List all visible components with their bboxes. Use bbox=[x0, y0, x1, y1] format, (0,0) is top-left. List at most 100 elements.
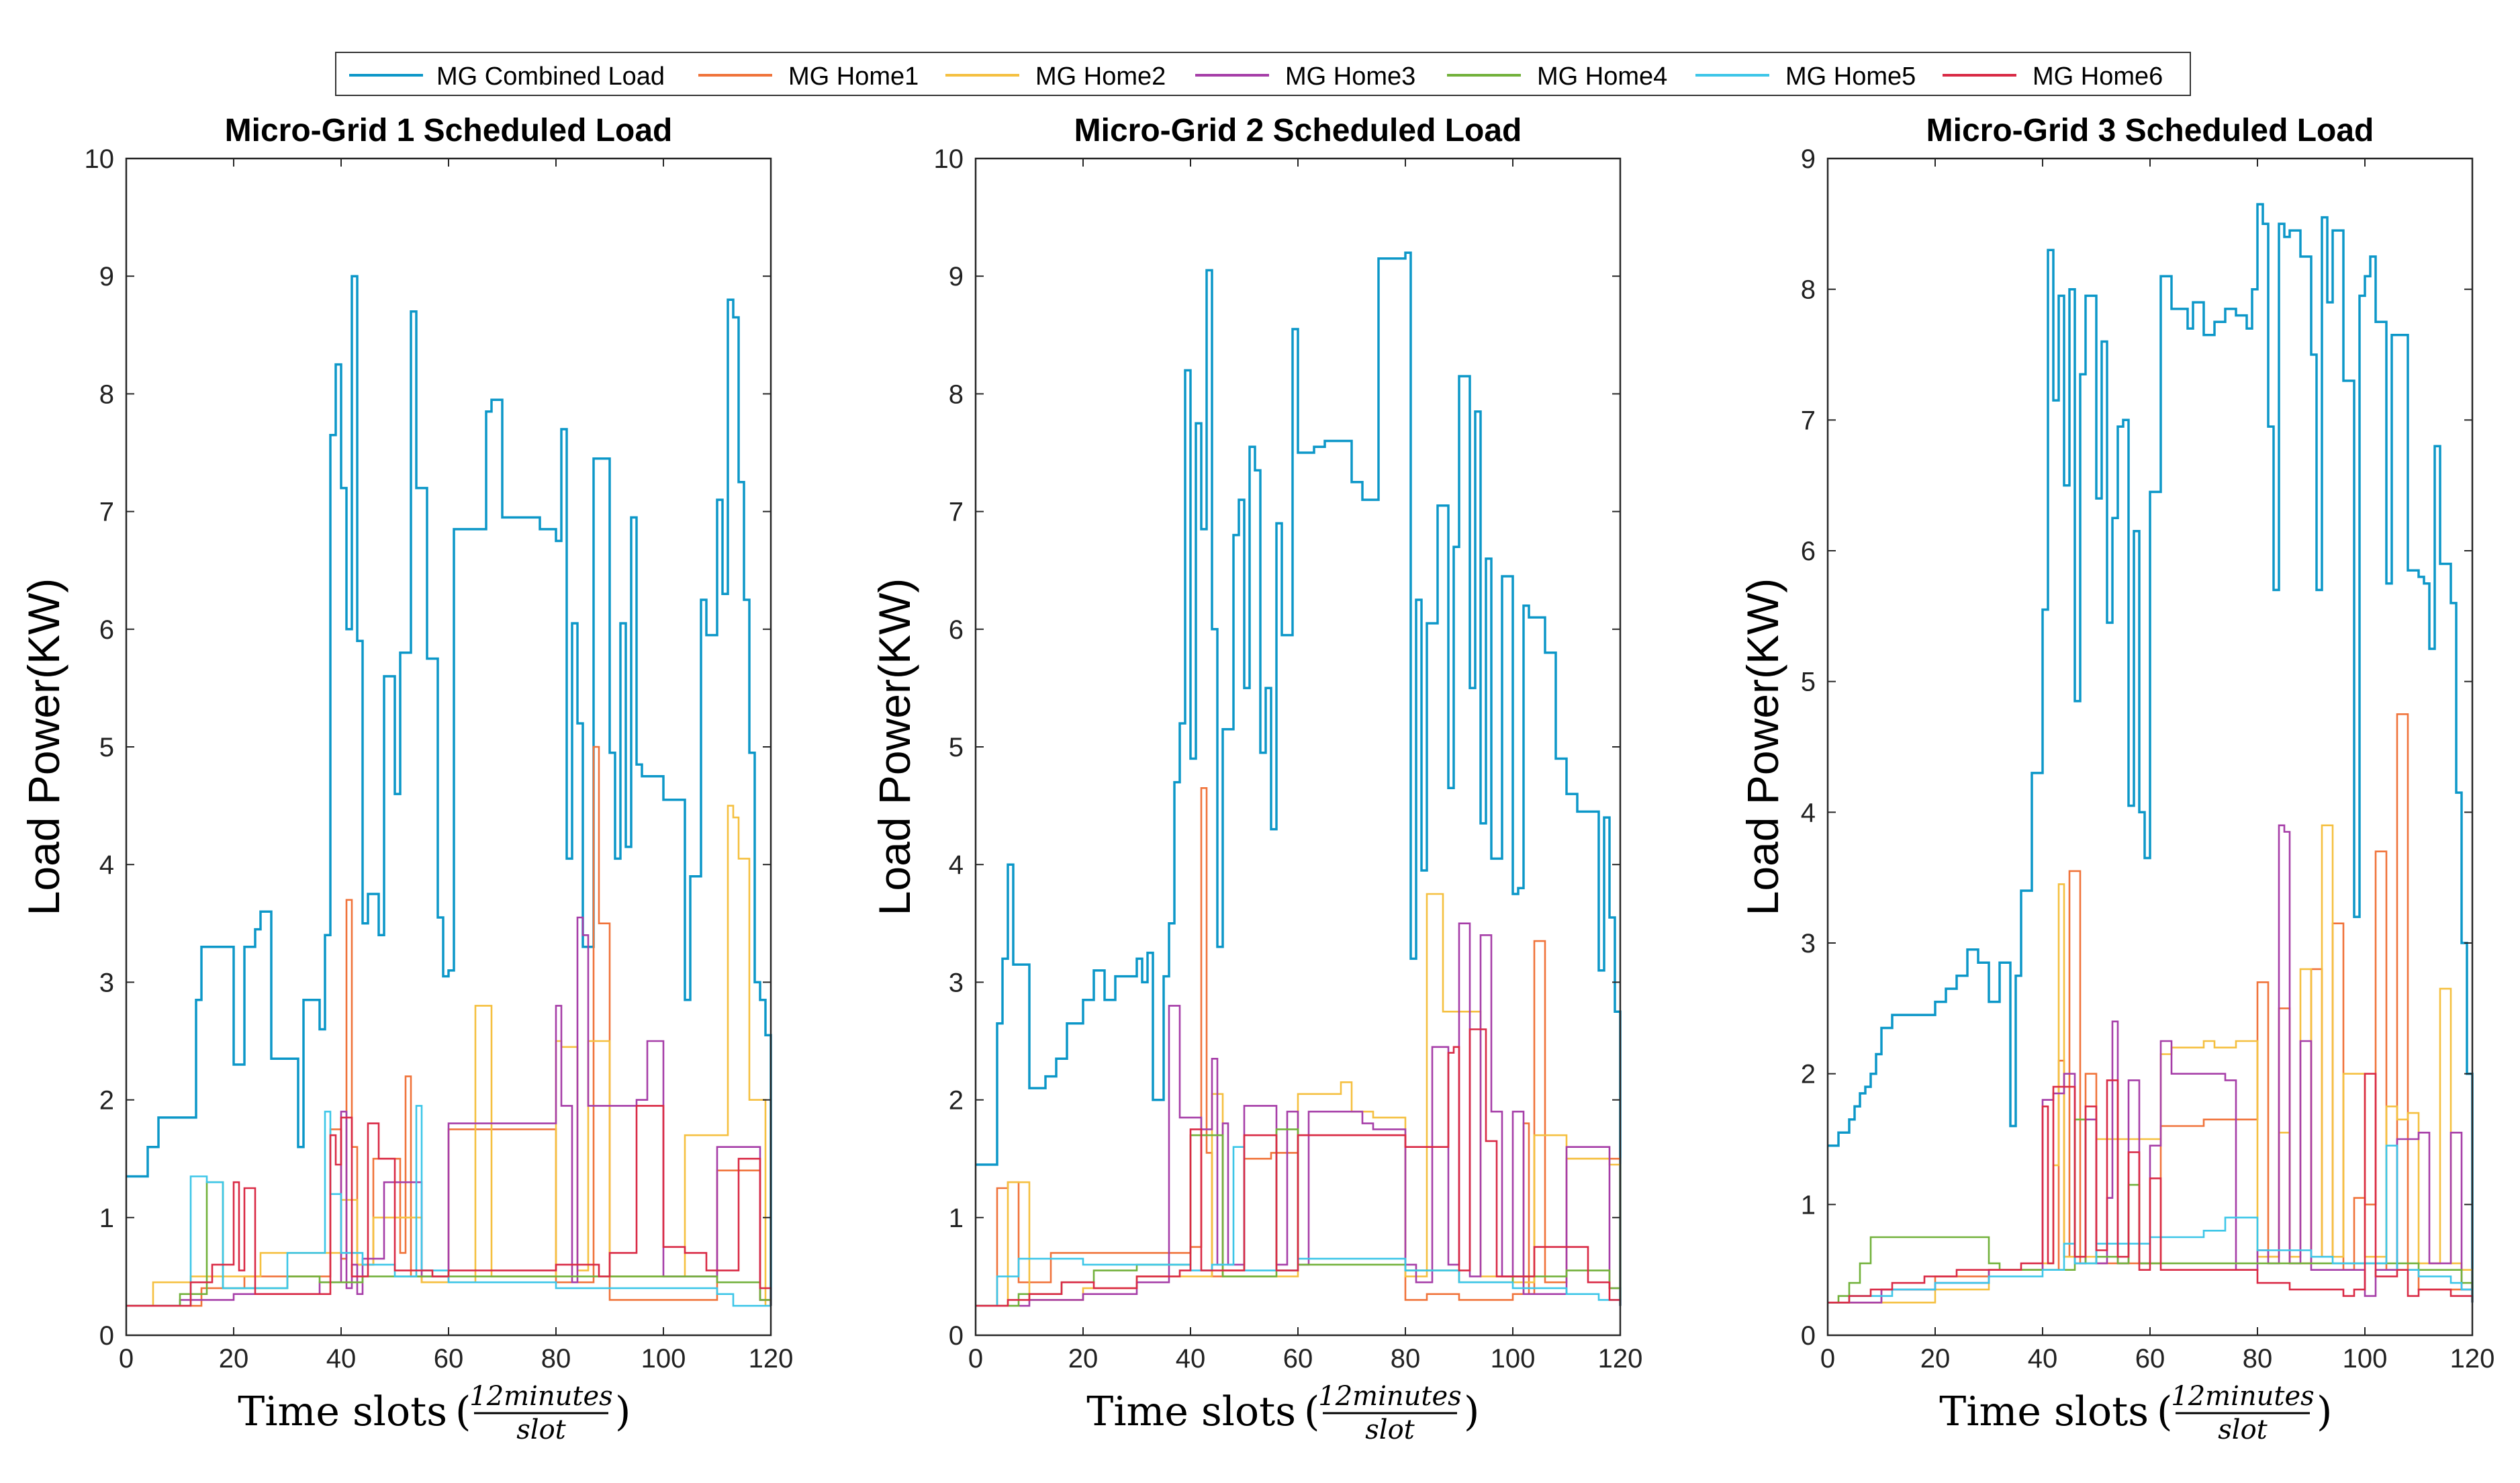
y-axis-label: Load Power(KW) bbox=[1738, 578, 1787, 916]
legend-label: MG Home4 bbox=[1537, 62, 1667, 91]
series-line-mg-combined-load bbox=[1828, 203, 2474, 1303]
x-tick-label: 100 bbox=[641, 1344, 686, 1374]
x-tick-label: 40 bbox=[326, 1344, 357, 1374]
legend-entry: MG Combined Load bbox=[349, 62, 665, 91]
legend-entry: MG Home6 bbox=[1943, 62, 2163, 91]
legend-label: MG Home6 bbox=[2033, 62, 2163, 91]
x-axis-label-denominator: slot bbox=[2218, 1414, 2268, 1445]
y-tick-label: 3 bbox=[949, 968, 964, 997]
y-tick-label: 1 bbox=[99, 1204, 114, 1233]
x-axis-label-open-paren: ( bbox=[1304, 1388, 1319, 1435]
x-tick-label: 120 bbox=[1598, 1344, 1643, 1374]
y-tick-label: 4 bbox=[99, 850, 114, 880]
x-tick-label: 120 bbox=[2450, 1344, 2495, 1374]
series-line-mg-home5 bbox=[976, 1146, 1622, 1307]
y-tick-label: 2 bbox=[949, 1086, 964, 1116]
x-tick-label: 0 bbox=[1820, 1344, 1835, 1374]
series-line-mg-home5 bbox=[1828, 1144, 2474, 1304]
y-tick-label: 7 bbox=[949, 498, 964, 527]
x-tick-label: 20 bbox=[219, 1344, 249, 1374]
x-axis-label-numerator: 12minutes bbox=[2171, 1381, 2314, 1412]
x-tick-label: 60 bbox=[1283, 1344, 1313, 1374]
x-axis-label: Time slots ( 12minutes slot ) bbox=[1086, 1381, 1479, 1445]
legend-label: MG Home3 bbox=[1285, 62, 1415, 91]
y-tick-label: 4 bbox=[949, 850, 964, 880]
chart-title: Micro-Grid 2 Scheduled Load bbox=[1074, 113, 1522, 148]
y-tick-label: 8 bbox=[949, 379, 964, 409]
legend-entry: MG Home3 bbox=[1195, 62, 1415, 91]
y-tick-label: 4 bbox=[1801, 798, 1816, 827]
y-axis-label: Load Power(KW) bbox=[19, 578, 68, 916]
legend-label: MG Combined Load bbox=[436, 62, 665, 91]
x-tick-label: 100 bbox=[1491, 1344, 1536, 1374]
y-tick-label: 1 bbox=[949, 1204, 964, 1233]
legend-label: MG Home5 bbox=[1785, 62, 1916, 91]
x-axis-label-text: Time slots bbox=[1086, 1388, 1296, 1435]
x-axis-label-numerator: 12minutes bbox=[469, 1381, 612, 1412]
plot-frame bbox=[974, 157, 1622, 1337]
y-tick-label: 7 bbox=[1801, 406, 1816, 435]
x-tick-label: 0 bbox=[968, 1344, 983, 1374]
x-axis-label: Time slots ( 12minutes slot ) bbox=[1939, 1381, 2332, 1445]
chart-panel-3: Micro-Grid 3 Scheduled Load 0 20 40 60 80 100… bbox=[1738, 113, 2494, 1445]
legend-label: MG Home2 bbox=[1035, 62, 1166, 91]
series-line-mg-home6 bbox=[1828, 1073, 2474, 1304]
series-line-mg-combined-load bbox=[976, 251, 1622, 1306]
y-tick-label: 2 bbox=[1801, 1060, 1816, 1089]
x-axis-label: Time slots ( 12minutes slot ) bbox=[238, 1381, 631, 1445]
series-line-mg-combined-load bbox=[126, 275, 772, 1306]
x-axis-label-text: Time slots bbox=[1939, 1388, 2149, 1435]
x-tick-label: 120 bbox=[749, 1344, 794, 1374]
y-tick-label: 9 bbox=[949, 262, 964, 291]
chart-title: Micro-Grid 1 Scheduled Load bbox=[225, 113, 673, 148]
x-axis-label-close-paren: ) bbox=[2317, 1388, 2332, 1435]
y-tick-label: 2 bbox=[99, 1086, 114, 1116]
y-tick-label: 9 bbox=[99, 262, 114, 291]
x-tick-label: 80 bbox=[2243, 1344, 2273, 1374]
legend: MG Combined Load MG Home1 MG Home2 MG Ho… bbox=[335, 52, 2191, 96]
x-axis-label-denominator: slot bbox=[516, 1414, 566, 1445]
series-line-mg-home6 bbox=[126, 1105, 772, 1307]
x-tick-label: 40 bbox=[2028, 1344, 2058, 1374]
y-tick-label: 0 bbox=[949, 1321, 964, 1351]
y-tick-label: 0 bbox=[99, 1321, 114, 1351]
x-tick-label: 100 bbox=[2343, 1344, 2388, 1374]
legend-entry: MG Home1 bbox=[698, 62, 919, 91]
y-axis-label: Load Power(KW) bbox=[870, 578, 919, 916]
y-tick-label: 3 bbox=[99, 968, 114, 997]
y-tick-label: 10 bbox=[934, 144, 964, 174]
y-tick-label: 1 bbox=[1801, 1190, 1816, 1220]
x-tick-label: 60 bbox=[2135, 1344, 2165, 1374]
x-axis-label-close-paren: ) bbox=[1464, 1388, 1479, 1435]
chart-panel-2: Micro-Grid 2 Scheduled Load 0 20 40 60 80 100… bbox=[870, 113, 1642, 1445]
x-tick-label: 80 bbox=[1391, 1344, 1421, 1374]
y-tick-label: 6 bbox=[949, 615, 964, 645]
y-tick-label: 8 bbox=[99, 379, 114, 409]
chart-title: Micro-Grid 3 Scheduled Load bbox=[1926, 113, 2374, 148]
x-tick-label: 80 bbox=[541, 1344, 571, 1374]
y-tick-label: 9 bbox=[1801, 144, 1816, 174]
x-tick-label: 0 bbox=[119, 1344, 134, 1374]
x-tick-label: 20 bbox=[1068, 1344, 1099, 1374]
x-axis-label-denominator: slot bbox=[1365, 1414, 1415, 1445]
x-axis-label-open-paren: ( bbox=[455, 1388, 471, 1435]
y-tick-label: 5 bbox=[1801, 668, 1816, 697]
y-tick-label: 10 bbox=[85, 144, 115, 174]
y-tick-label: 5 bbox=[99, 733, 114, 762]
y-tick-label: 5 bbox=[949, 733, 964, 762]
series-line-mg-home3 bbox=[976, 922, 1622, 1307]
series-line-mg-home4 bbox=[976, 1128, 1622, 1307]
series-line-mg-home6 bbox=[976, 1028, 1622, 1307]
legend-label: MG Home1 bbox=[788, 62, 919, 91]
x-tick-label: 60 bbox=[434, 1344, 464, 1374]
plot-frame bbox=[125, 157, 772, 1337]
series-line-mg-home3 bbox=[1828, 824, 2474, 1304]
y-tick-label: 6 bbox=[99, 615, 114, 645]
chart-panel-1: Micro-Grid 1 Scheduled Load 0 20 40 60 80 100… bbox=[19, 113, 793, 1445]
legend-entry: MG Home5 bbox=[1695, 62, 1916, 91]
x-tick-label: 20 bbox=[1920, 1344, 1951, 1374]
x-axis-label-open-paren: ( bbox=[2157, 1388, 2172, 1435]
series-line-mg-home5 bbox=[126, 1105, 771, 1307]
y-tick-label: 0 bbox=[1801, 1321, 1816, 1351]
legend-entry: MG Home2 bbox=[945, 62, 1166, 91]
